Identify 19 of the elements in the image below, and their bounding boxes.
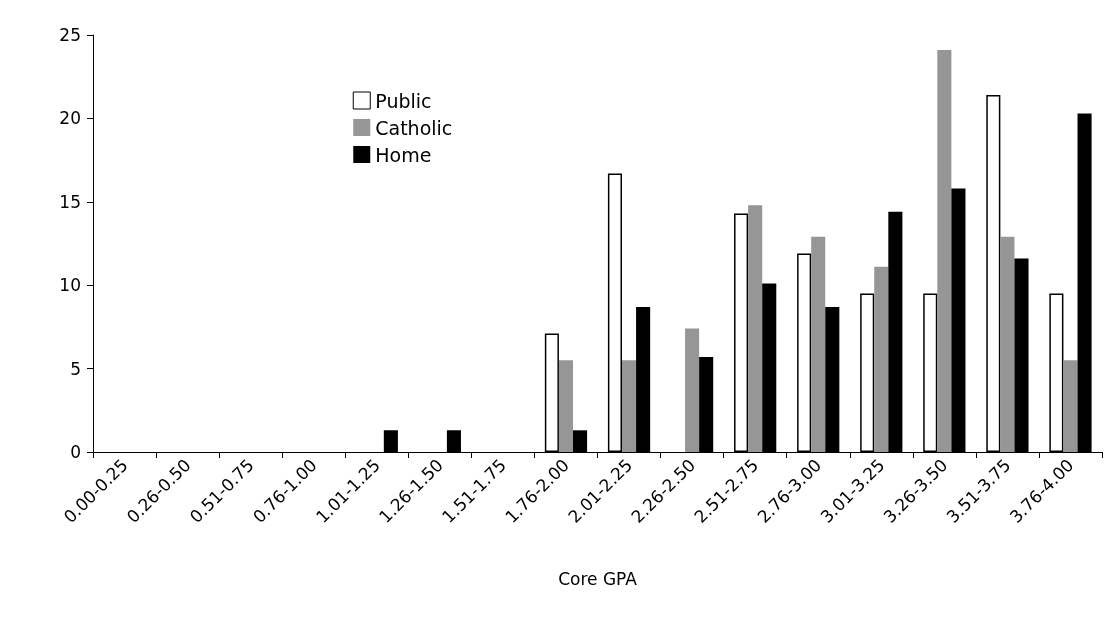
y-tick-label: 15 <box>59 191 81 212</box>
legend-label: Catholic <box>375 116 453 139</box>
y-tick-label: 0 <box>70 442 81 462</box>
bar <box>685 328 700 452</box>
y-tick-label: 5 <box>70 358 81 379</box>
bar <box>1063 360 1078 452</box>
legend-label: Public <box>375 89 432 112</box>
bar <box>874 266 889 452</box>
bar <box>558 360 574 452</box>
bar <box>937 50 952 452</box>
y-tick-label: 25 <box>59 25 81 45</box>
bar <box>811 236 826 452</box>
bar <box>1000 236 1015 452</box>
bar <box>748 205 763 452</box>
bar <box>621 360 637 452</box>
x-axis-title: Core GPA <box>558 568 638 589</box>
legend-label: Home <box>375 143 432 166</box>
y-tick-label: 20 <box>59 108 81 129</box>
y-tick-label: 10 <box>59 275 81 296</box>
